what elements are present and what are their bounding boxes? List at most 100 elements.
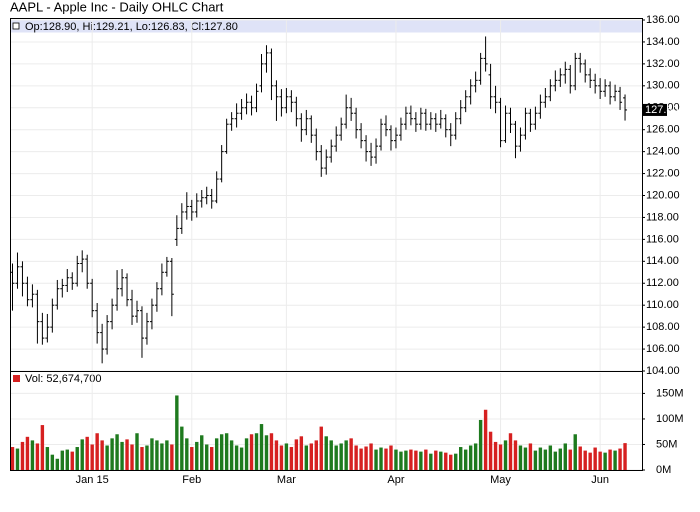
y-tick-label: 126.00: [646, 124, 680, 136]
volume-bar: [25, 436, 30, 470]
volume-bar: [454, 453, 458, 470]
volume-bar: [598, 451, 602, 470]
volume-bar: [493, 441, 498, 470]
volume-bar: [578, 446, 582, 470]
volume-bar: [483, 409, 488, 470]
x-tick-label: Feb: [182, 474, 201, 486]
x-tick-label: Apr: [387, 474, 404, 486]
y-tick-label: 122.00: [646, 167, 680, 179]
volume-panel-border: [10, 371, 643, 471]
volume-bar: [548, 445, 553, 470]
volume-bar: [195, 441, 199, 470]
volume-bar: [528, 443, 533, 470]
volume-bar: [339, 443, 343, 470]
volume-bar: [364, 446, 368, 470]
volume-bar: [473, 443, 478, 470]
volume-bar: [379, 447, 383, 470]
volume-bar: [30, 440, 35, 470]
volume-bar: [369, 443, 373, 470]
volume-bar: [593, 447, 597, 470]
volume-bar: [538, 447, 543, 470]
volume-bar: [35, 443, 40, 470]
y-tick-label: 110.00: [646, 299, 679, 311]
volume-bar: [229, 440, 234, 470]
volume-bar: [45, 447, 50, 470]
y-tick-label: 120.00: [646, 189, 680, 201]
volume-bar: [588, 452, 592, 470]
volume-bar: [523, 447, 528, 470]
y-tick-label: 136.00: [646, 14, 680, 26]
volume-bar: [389, 445, 393, 470]
volume-bar: [145, 445, 149, 470]
volume-bar: [10, 447, 15, 470]
volume-bar: [354, 445, 358, 470]
y-tick-label: 106.00: [646, 343, 680, 355]
volume-bar: [508, 433, 513, 470]
volume-bar: [135, 433, 139, 470]
volume-bar: [210, 447, 214, 470]
volume-bar: [219, 434, 224, 470]
last-price-tag: [643, 103, 667, 116]
y-tick-label: 50M: [656, 438, 677, 450]
volume-bar: [314, 440, 318, 470]
volume-bar: [244, 438, 249, 470]
volume-bar: [234, 445, 239, 470]
volume-bar: [40, 425, 45, 470]
volume-bar: [434, 450, 438, 470]
volume-bar: [254, 433, 259, 470]
x-tick-label: Mar: [277, 474, 296, 486]
volume-bar: [65, 449, 69, 470]
volume-bar: [160, 443, 164, 470]
volume-bar: [130, 444, 134, 470]
volume-bar: [618, 448, 622, 470]
volume-bar: [623, 443, 627, 470]
chart-title: AAPL - Apple Inc - Daily OHLC Chart: [10, 0, 224, 14]
volume-bar: [518, 445, 523, 470]
y-tick-label: 116.00: [646, 233, 679, 245]
y-tick-label: 104.00: [646, 365, 680, 377]
y-tick-label: 124.00: [646, 146, 680, 158]
volume-bar: [394, 449, 398, 470]
volume-bar: [399, 451, 403, 470]
price-legend: Op:128.90, Hi:129.21, Lo:126.83, Cl:127.…: [25, 21, 238, 33]
volume-bar: [583, 450, 587, 470]
y-tick-label: 134.00: [646, 36, 680, 48]
volume-bar: [249, 434, 254, 470]
legend-icon: [12, 22, 20, 30]
volume-bar: [115, 434, 119, 470]
volume-bar: [543, 449, 548, 470]
volume-bar: [110, 438, 114, 470]
volume-bar: [125, 439, 129, 470]
volume-bar: [185, 438, 189, 470]
volume-bar: [299, 436, 304, 470]
volume-bar: [289, 447, 294, 470]
volume-bar: [563, 443, 567, 470]
volume-bar: [60, 450, 64, 470]
volume-bar: [404, 450, 408, 470]
volume-bar: [105, 445, 109, 470]
volume-bar: [284, 443, 289, 470]
volume-bar: [304, 445, 309, 470]
volume-bar: [334, 445, 338, 470]
volume-bar: [324, 436, 328, 470]
volume-bar: [503, 440, 508, 470]
volume-bar: [224, 433, 229, 470]
volume-bar: [344, 440, 348, 470]
volume-bar: [120, 441, 124, 470]
volume-bar: [359, 448, 363, 470]
volume-bar: [439, 451, 443, 470]
volume-bar: [180, 426, 184, 470]
volume-bar: [309, 443, 313, 470]
volume-bar: [444, 452, 448, 470]
volume-bar: [269, 433, 274, 470]
volume-bar: [190, 447, 194, 470]
x-tick-label: Jan 15: [76, 474, 109, 486]
volume-bar: [419, 451, 423, 470]
volume-bar: [214, 438, 219, 470]
volume-bar: [294, 439, 299, 470]
volume-bar: [329, 440, 333, 470]
volume-bar: [165, 440, 169, 470]
volume-bar: [558, 448, 562, 470]
volume-bar: [80, 439, 84, 470]
y-tick-label: 114.00: [646, 255, 679, 267]
